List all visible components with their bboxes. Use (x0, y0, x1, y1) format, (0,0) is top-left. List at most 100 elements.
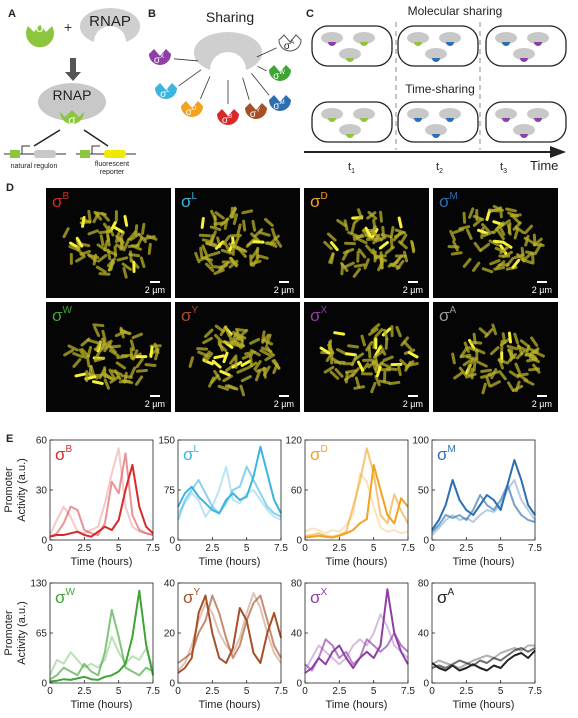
bacterium (116, 354, 129, 360)
bacterium (462, 211, 467, 224)
bacterium (374, 337, 378, 350)
series-line (431, 649, 536, 672)
micrograph-label-superscript: W (62, 305, 72, 316)
bacterium (374, 374, 381, 387)
sigma-icon (520, 58, 528, 62)
bacterium (97, 254, 108, 263)
bacterium (328, 252, 335, 264)
bacterium (210, 230, 217, 242)
bacterium (514, 362, 521, 374)
rnap-icon: RNAP (79, 8, 140, 42)
x-tick-label: 7.5 (274, 686, 288, 697)
rnap-icon (513, 124, 535, 136)
scale-bar-line (278, 281, 289, 283)
bacterium (134, 224, 139, 237)
bacterium (526, 357, 538, 363)
sigma-y-icon: σY (245, 103, 267, 120)
y-tick-label: 0 (41, 536, 47, 547)
bacterium (465, 372, 477, 379)
bacterium (354, 376, 361, 389)
bacterium (505, 207, 517, 213)
tss-arrow-right (91, 145, 100, 154)
bacterium (364, 226, 372, 238)
bacterium (353, 233, 364, 242)
bacterium (87, 229, 99, 236)
y-tick-label: 120 (285, 436, 302, 447)
x-tick-label: 0 (47, 686, 53, 697)
bacterium (194, 251, 201, 264)
x-tick-label: 5 (244, 686, 250, 697)
micrograph-label-superscript: D (320, 191, 328, 202)
sigma-d-icon: σD (181, 101, 203, 118)
bacterium (210, 209, 217, 221)
x-tick-label: 2.5 (332, 543, 346, 554)
y-tick-label: 0 (296, 536, 302, 547)
bacterium (498, 224, 506, 236)
scale-bar: 2 µm (403, 281, 423, 295)
bacterium (501, 332, 507, 345)
rnap-icon (527, 32, 549, 44)
panel-letter-a: A (8, 8, 16, 20)
y-tick-label: 100 (412, 436, 429, 447)
bacterium (473, 241, 482, 253)
y-axis-label-line2: Activity (a.u.) (16, 601, 28, 665)
cell-cluster (319, 323, 419, 394)
chart-sigma-label: σX (310, 587, 328, 607)
bacterium (395, 259, 405, 271)
sigma-icon (360, 118, 368, 122)
bacterium (240, 335, 244, 348)
chart-sigma-a: 0 40 80 0 2.5 5 7.5 Time (hours) σA (418, 579, 543, 712)
bacterium (394, 231, 406, 239)
bacterium (516, 344, 524, 356)
bacterium (523, 236, 535, 245)
y-tick-label: 75 (164, 486, 176, 497)
bacterium (134, 375, 144, 386)
bacterium (496, 229, 505, 241)
bacterium (213, 369, 222, 381)
sigma-icon (432, 58, 440, 62)
bacterium (80, 337, 91, 347)
sharing-arrow (251, 73, 270, 96)
x-tick-label: 7.5 (528, 543, 542, 554)
chart-sigma-m: 0 50 100 0 2.5 5 7.5 Time (hours) σM (412, 436, 542, 569)
bacterium (378, 241, 389, 250)
bacterium (476, 360, 488, 368)
scale-bar: 2 µm (145, 281, 165, 295)
t1-label: t1 (348, 161, 355, 175)
bacterium (353, 214, 364, 224)
bacterium (220, 248, 233, 255)
micrograph-sigma-l: σL 2 µm (175, 188, 300, 298)
chart-sigma-superscript: L (194, 444, 200, 455)
plus-sign: + (64, 19, 72, 35)
bacterium (129, 366, 137, 378)
bacterium (131, 332, 143, 340)
scale-bar-line (278, 395, 289, 397)
y-tick-label: 40 (164, 579, 176, 590)
y-tick-label: 150 (158, 436, 175, 447)
bacterium (253, 228, 264, 238)
bacterium (78, 348, 87, 359)
bacterium (222, 351, 229, 364)
bacterium (240, 359, 252, 367)
bacterium (410, 241, 416, 254)
x-tick-label: 2.5 (77, 543, 91, 554)
sigma-icon (360, 42, 368, 46)
bacterium (205, 241, 218, 247)
bacterium (121, 262, 132, 271)
bacterium (138, 233, 147, 243)
bacterium (85, 370, 89, 383)
bacterium (390, 325, 394, 338)
bacterium (251, 219, 257, 232)
sigma-w-icon: σW (269, 65, 291, 82)
sigma-shape (155, 83, 177, 99)
bacterium (228, 256, 239, 267)
bacterium (67, 344, 79, 352)
chart-sigma-b: 0 30 60 0 2.5 5 7.5 Time (hours) σB (36, 436, 161, 569)
bacterium (367, 210, 378, 220)
sigma-label: σB (222, 114, 232, 126)
scale-bar: 2 µm (532, 395, 552, 409)
bacterium (507, 348, 514, 360)
panel-letter-b: B (148, 8, 156, 20)
bacterium (344, 352, 357, 357)
x-axis-label: Time (hours) (453, 699, 515, 711)
